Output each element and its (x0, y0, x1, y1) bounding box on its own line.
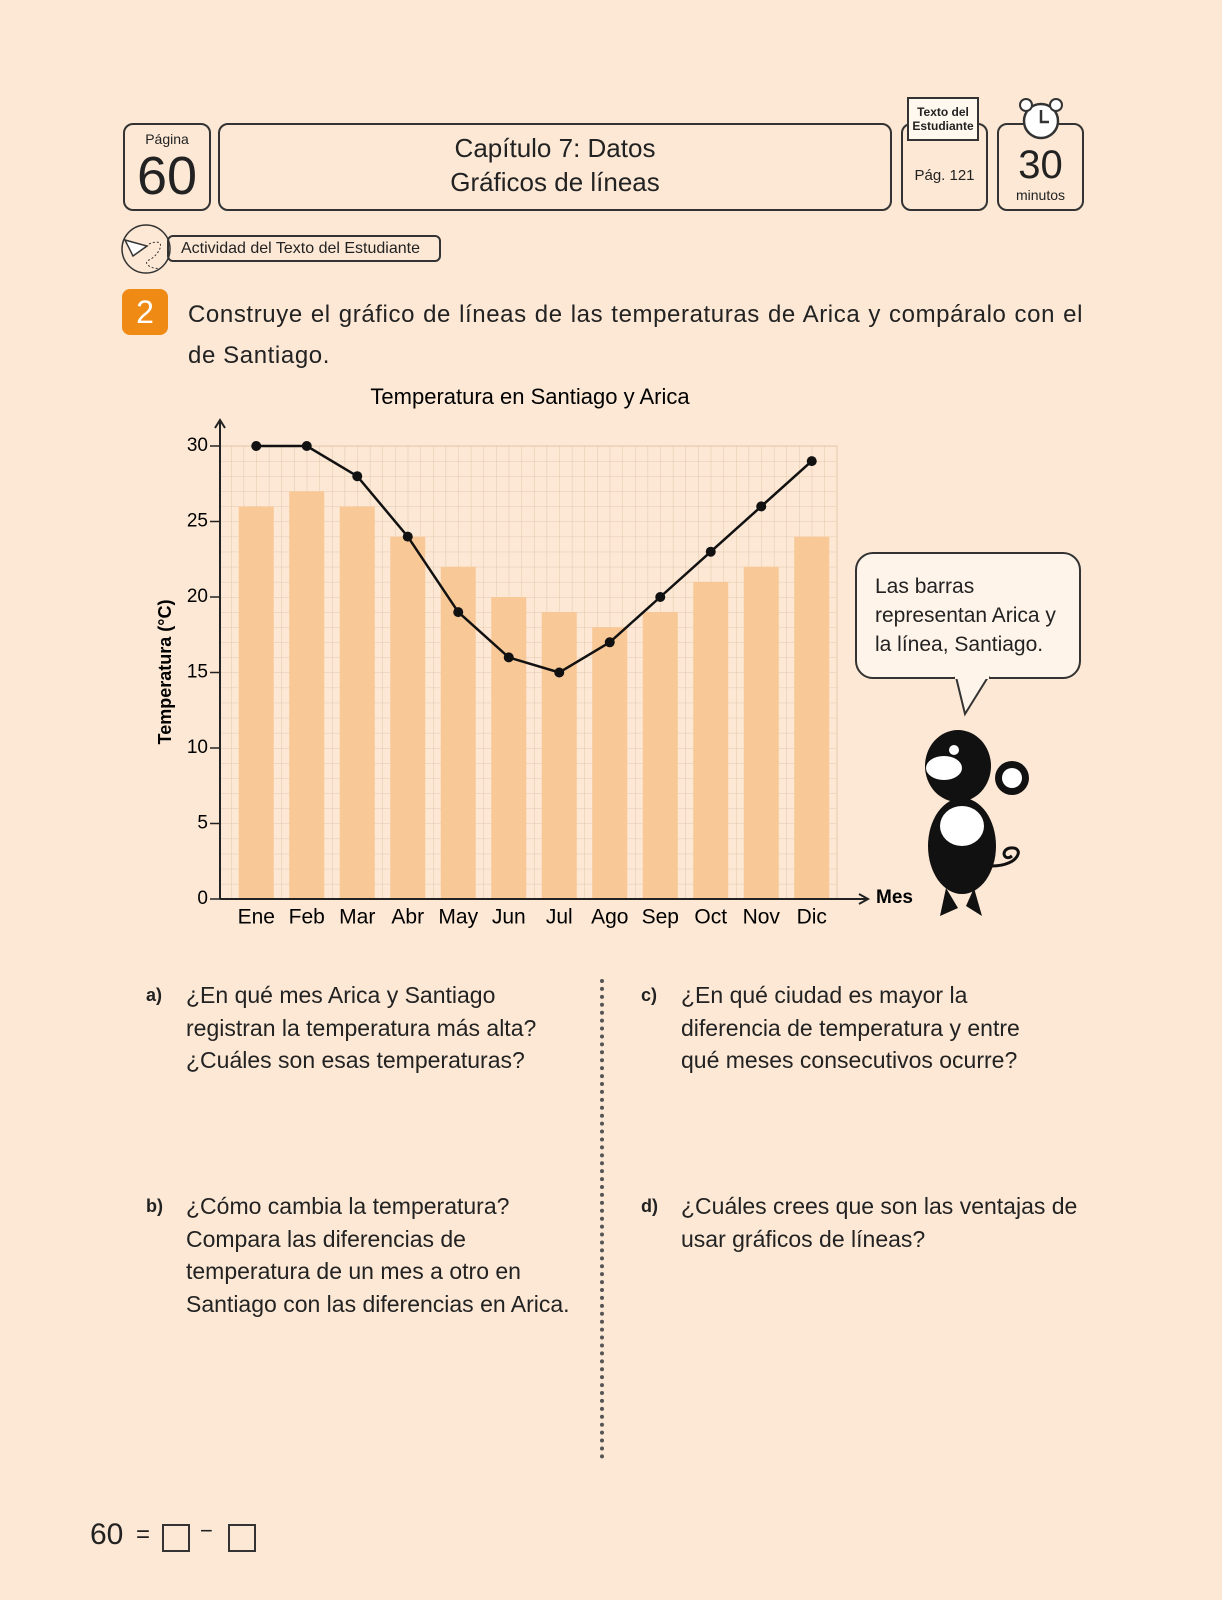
mouse-illustration (925, 676, 1029, 916)
bar (491, 597, 527, 899)
page-label: Página (145, 131, 189, 147)
bar (541, 612, 577, 899)
line-point (352, 471, 363, 482)
page-number: 60 (136, 146, 198, 206)
line (256, 444, 813, 674)
x-arrow (858, 893, 871, 905)
x-tick-label: Ene (238, 906, 275, 929)
footer-page-number: 60 (90, 1518, 124, 1551)
y-tick-label: 0 (197, 888, 208, 909)
line-point (554, 667, 565, 678)
speech-text: Las barras representan Arica y la línea,… (875, 575, 1056, 656)
y-axis-label: Temperatura (°C) (155, 600, 175, 745)
footer-box (228, 1524, 256, 1552)
question-label: a) (146, 985, 163, 1005)
x-tick-label: May (438, 906, 478, 929)
x-tick-label: Feb (289, 906, 325, 929)
question-text: ¿En qué ciudad es mayor la diferencia de… (681, 982, 1020, 1073)
question-label: d) (641, 1196, 658, 1216)
x-tick-label: Sep (642, 906, 679, 929)
book-label: Texto del Estudiante (907, 97, 979, 141)
footer-equals: = (136, 1521, 151, 1548)
instruction: Construye el gráfico de líneas de las te… (188, 301, 1083, 369)
chart: Temperatura en Santiago y Arica Temperat… (155, 384, 913, 929)
subtitle: Gráficos de líneas (450, 167, 660, 197)
x-tick-label: Ago (591, 906, 628, 929)
y-tick-label: 20 (187, 586, 208, 607)
x-tick-label: Jun (492, 906, 526, 929)
y-tick-label: 25 (187, 511, 208, 532)
chapter-box: Capítulo 7: Datos Gráficos de líneas (218, 123, 892, 211)
bar (390, 536, 426, 899)
book-page: Pág. 121 (914, 167, 975, 184)
question-label: b) (146, 1196, 163, 1216)
divider (600, 979, 604, 1459)
bar (794, 536, 830, 899)
y-tick-label: 10 (187, 737, 208, 758)
y-tick-label: 15 (187, 662, 208, 683)
x-tick-label: Abr (391, 906, 424, 929)
bar (693, 581, 729, 899)
time: 30 (1018, 143, 1063, 187)
bar (592, 627, 628, 899)
time-unit: minutos (1015, 187, 1066, 203)
x-axis-label: Mes (876, 887, 913, 908)
clock-icon (1019, 98, 1063, 140)
question-text: ¿Cómo cambia la temperatura? Compara las… (186, 1193, 570, 1317)
line-point (604, 637, 615, 648)
x-tick-label: Dic (797, 906, 827, 929)
line-point (655, 592, 666, 602)
bar (238, 506, 274, 899)
line-point (251, 441, 262, 451)
bar (289, 491, 325, 899)
time-box: 30 minutos (997, 98, 1084, 211)
line-point (453, 607, 464, 618)
y-tick-label: 30 (187, 435, 208, 456)
footer-operator: − (200, 1518, 213, 1543)
y-tick-label: 5 (197, 813, 208, 834)
page-box: Página 60 (123, 123, 211, 211)
chapter: Capítulo 7: Datos (454, 133, 656, 163)
bar (642, 612, 678, 899)
activity-icon (121, 224, 171, 274)
question-text: ¿En qué mes Arica y Santiago registran l… (186, 982, 537, 1073)
book-box: Texto del Estudiante Pág. 121 (901, 97, 988, 211)
footer-box (162, 1524, 190, 1552)
speech-bubble: Las barras representan Arica y la línea,… (855, 552, 1081, 679)
x-tick-label: Mar (339, 906, 375, 929)
line-point (705, 546, 716, 557)
activity-tag: Actividad del Texto del Estudiante (167, 235, 441, 262)
line-point (301, 441, 312, 451)
bar (339, 506, 375, 899)
y-arrow (214, 418, 226, 429)
line-point (806, 456, 817, 467)
question-label: c) (641, 985, 658, 1005)
exercise-number: 2 (122, 289, 168, 335)
x-tick-label: Oct (694, 906, 727, 929)
question-text: ¿Cuáles crees que son las ventajas de us… (681, 1193, 1078, 1252)
line-point (402, 531, 413, 542)
x-tick-label: Nov (743, 906, 781, 929)
line-point (756, 501, 767, 512)
x-tick-label: Jul (546, 906, 573, 929)
line-point (503, 652, 514, 663)
chart-title: Temperatura en Santiago y Arica (370, 384, 690, 409)
bar (743, 566, 779, 899)
